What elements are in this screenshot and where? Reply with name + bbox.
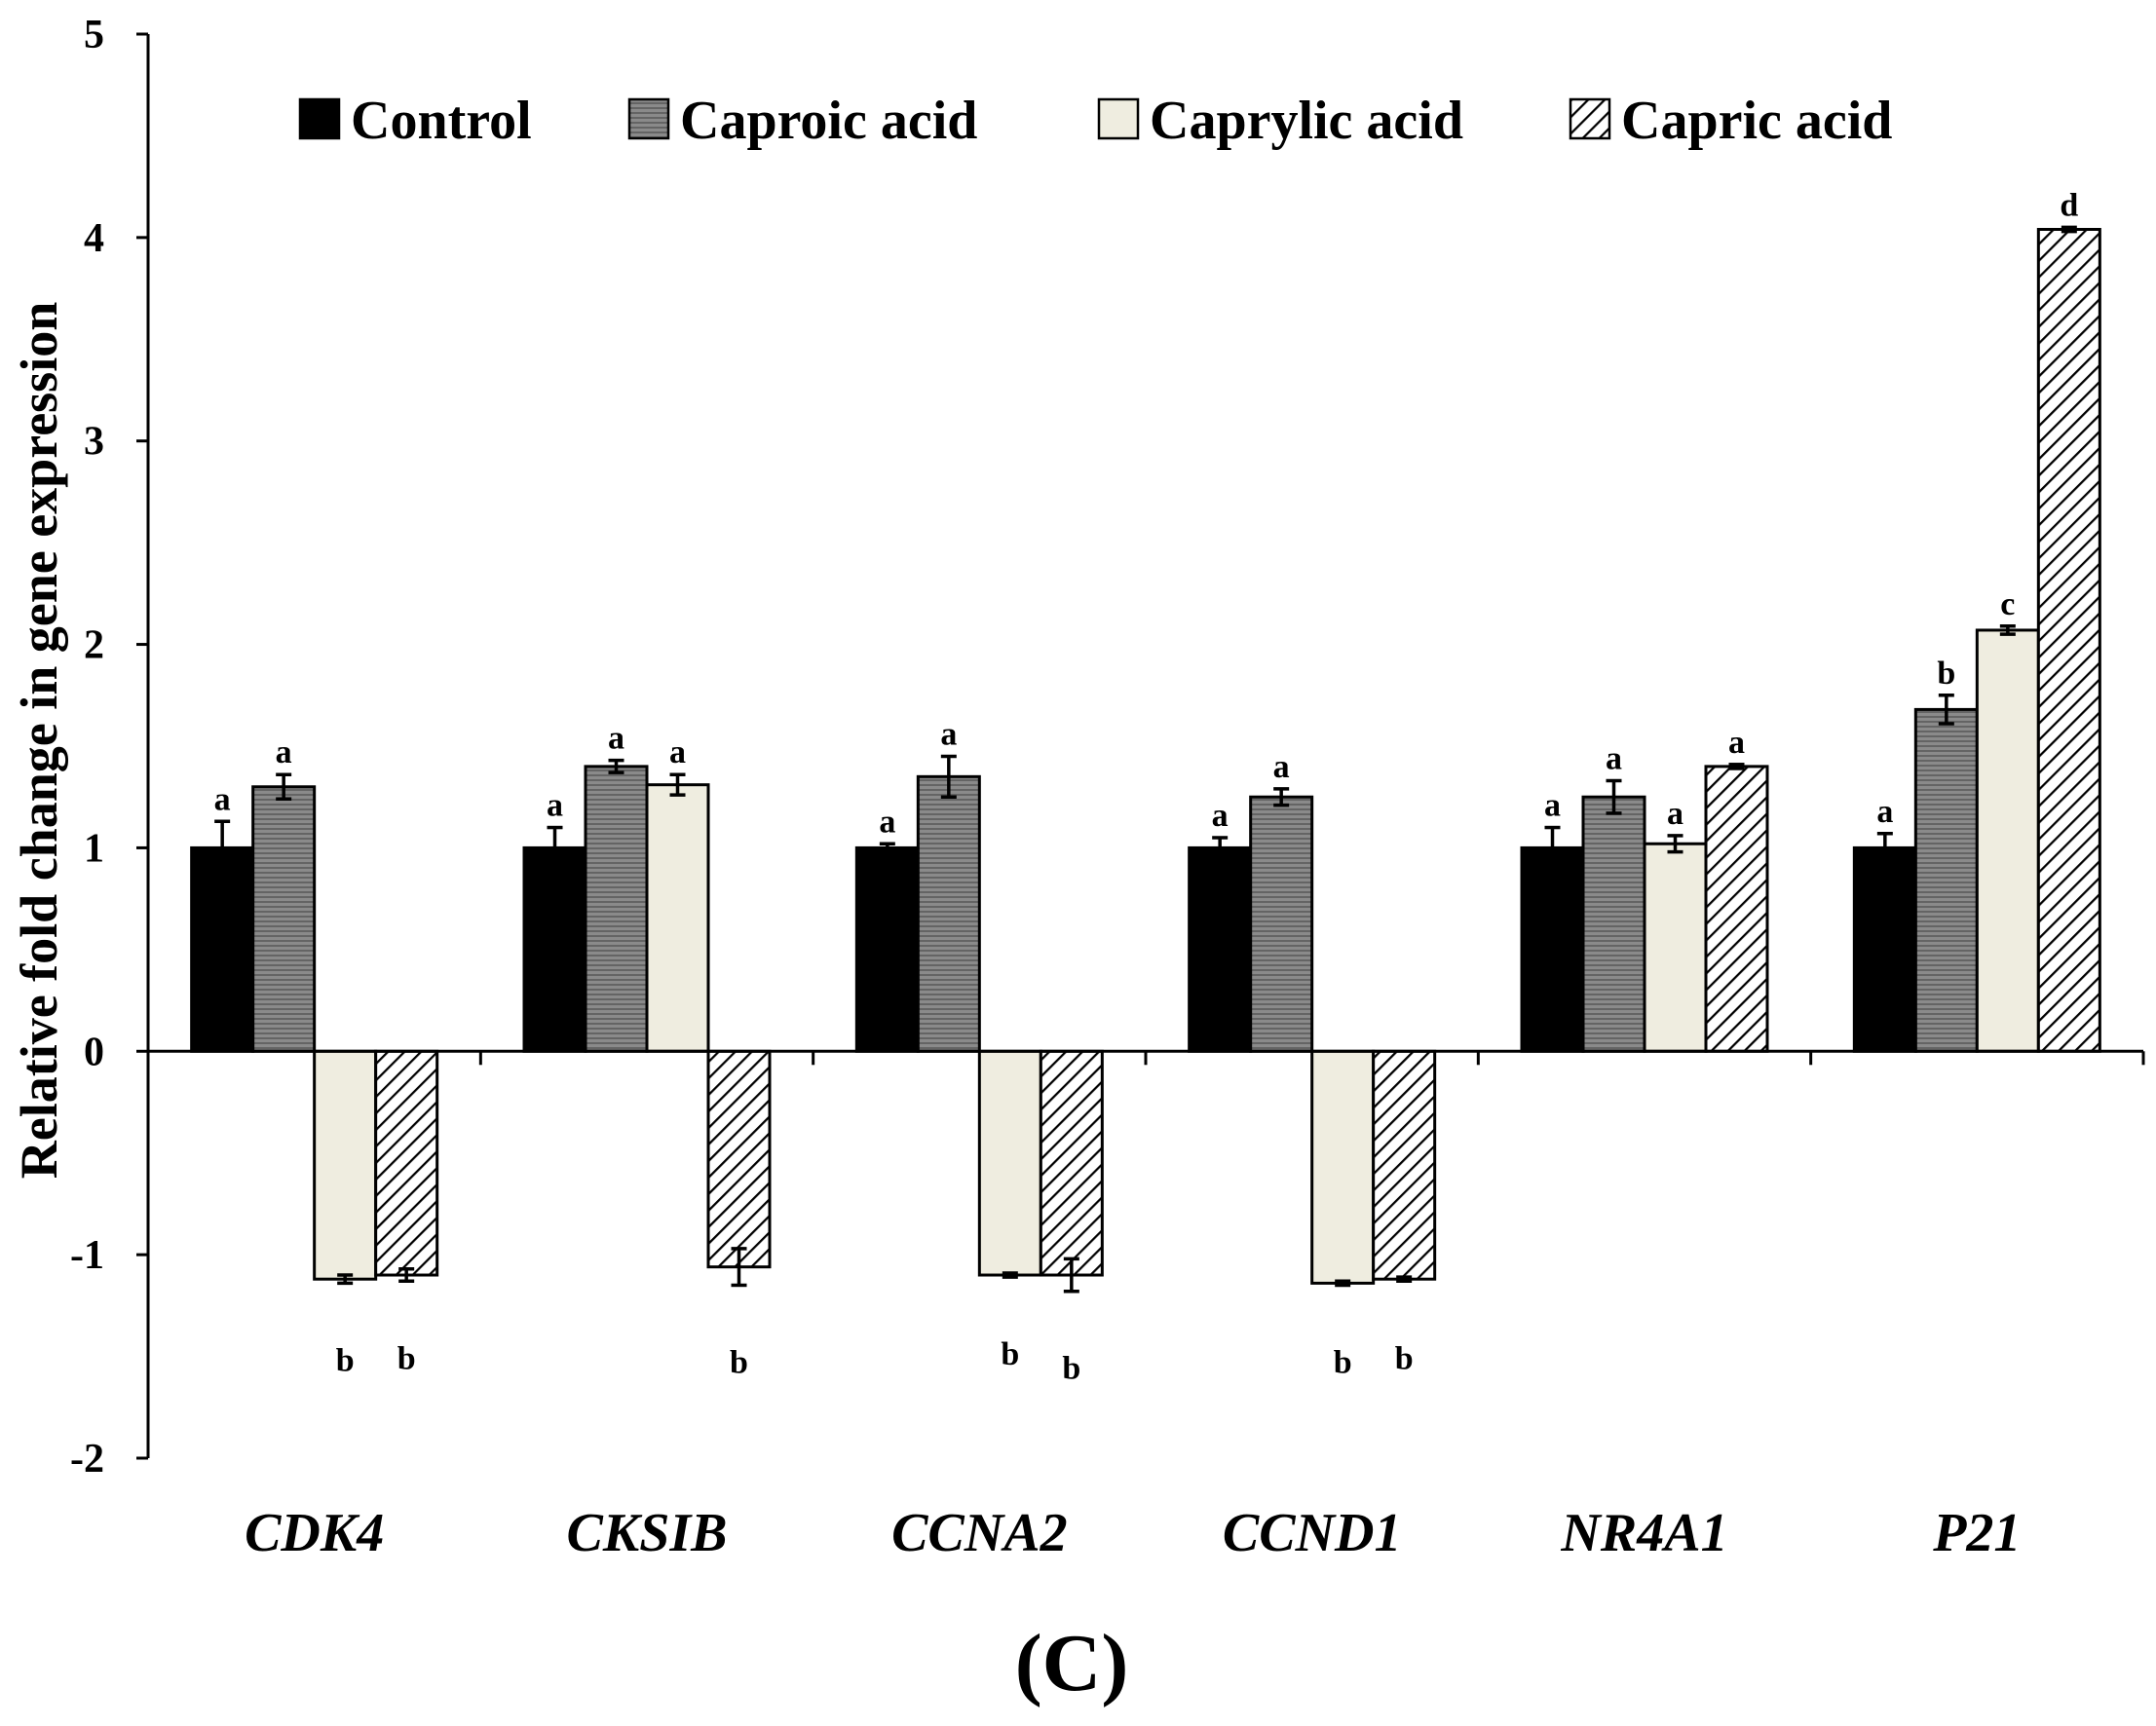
legend-label: Caproic acid [680, 91, 977, 151]
significance-letter: a [1212, 798, 1229, 834]
y-tick-label: 3 [84, 420, 104, 465]
significance-letter: a [1273, 749, 1290, 785]
significance-letter: b [730, 1344, 748, 1380]
bar [374, 1049, 439, 1277]
bar [1372, 1049, 1437, 1281]
y-tick-label: 5 [84, 13, 104, 57]
bar [1852, 845, 1917, 1053]
bar [706, 1049, 772, 1269]
bar [1913, 707, 1979, 1053]
y-tick-label: -2 [70, 1437, 104, 1482]
bar [313, 1049, 378, 1281]
y-tick-label: 2 [84, 623, 104, 668]
legend-label: Control [351, 91, 532, 151]
category-label: CCND1 [1223, 1503, 1402, 1563]
significance-letter: a [940, 716, 957, 752]
significance-letter: b [1001, 1336, 1019, 1372]
bar [645, 783, 710, 1053]
bar [1975, 628, 2040, 1053]
significance-letter: a [214, 781, 231, 817]
bar [1704, 765, 1769, 1053]
category-label: NR4A1 [1560, 1503, 1727, 1563]
significance-letter: b [336, 1342, 355, 1378]
bar [977, 1049, 1042, 1277]
bar [854, 845, 920, 1053]
category-label: CKSIB [567, 1503, 728, 1563]
category-label: CCNA2 [891, 1503, 1068, 1563]
significance-letter: a [1606, 741, 1622, 777]
significance-letter: b [1334, 1344, 1352, 1380]
legend-swatch [627, 97, 670, 140]
y-tick-label: 1 [84, 826, 104, 871]
bar [1643, 842, 1708, 1053]
bar [1188, 845, 1253, 1053]
significance-letter: d [2060, 187, 2078, 223]
bar [1581, 795, 1646, 1053]
significance-letter: a [669, 734, 686, 770]
bar [251, 785, 317, 1053]
legend: Control Caproic acid Caprylic acid Capric a… [298, 91, 1892, 151]
legend-swatch [1097, 97, 1140, 140]
y-tick-label: 0 [84, 1030, 104, 1074]
y-tick-label: 4 [84, 216, 104, 261]
bar [916, 774, 981, 1053]
legend-label: Caprylic acid [1150, 91, 1463, 151]
bar [1310, 1049, 1376, 1285]
legend-swatch [1569, 97, 1611, 140]
significance-letter: a [1728, 725, 1745, 761]
legend-swatch [298, 97, 341, 140]
bar [1039, 1049, 1104, 1277]
significance-letter: b [1395, 1340, 1414, 1376]
significance-letter: a [1544, 788, 1561, 824]
significance-letter: b [397, 1340, 416, 1376]
significance-letter: a [1667, 796, 1683, 832]
category-label: P21 [1932, 1503, 2021, 1563]
significance-letter: b [1937, 656, 1955, 692]
y-tick-label: -1 [70, 1233, 104, 1278]
bar [2036, 228, 2101, 1053]
significance-letter: a [276, 734, 292, 770]
bar [1249, 795, 1314, 1053]
bar [190, 845, 255, 1053]
significance-letter: b [1062, 1351, 1080, 1387]
category-label: CDK4 [245, 1503, 384, 1563]
panel-label: (C) [1015, 1618, 1129, 1708]
bar [1520, 845, 1585, 1053]
bar [584, 765, 649, 1053]
legend-label: Capric acid [1621, 91, 1892, 151]
significance-letter: a [608, 721, 624, 757]
significance-letter: a [879, 804, 895, 840]
significance-letter: c [2000, 586, 2015, 622]
bar [522, 845, 587, 1053]
significance-letter: a [1876, 794, 1893, 830]
y-axis-label: Relative fold change in gene expression [10, 302, 68, 1179]
significance-letter: a [547, 788, 563, 824]
